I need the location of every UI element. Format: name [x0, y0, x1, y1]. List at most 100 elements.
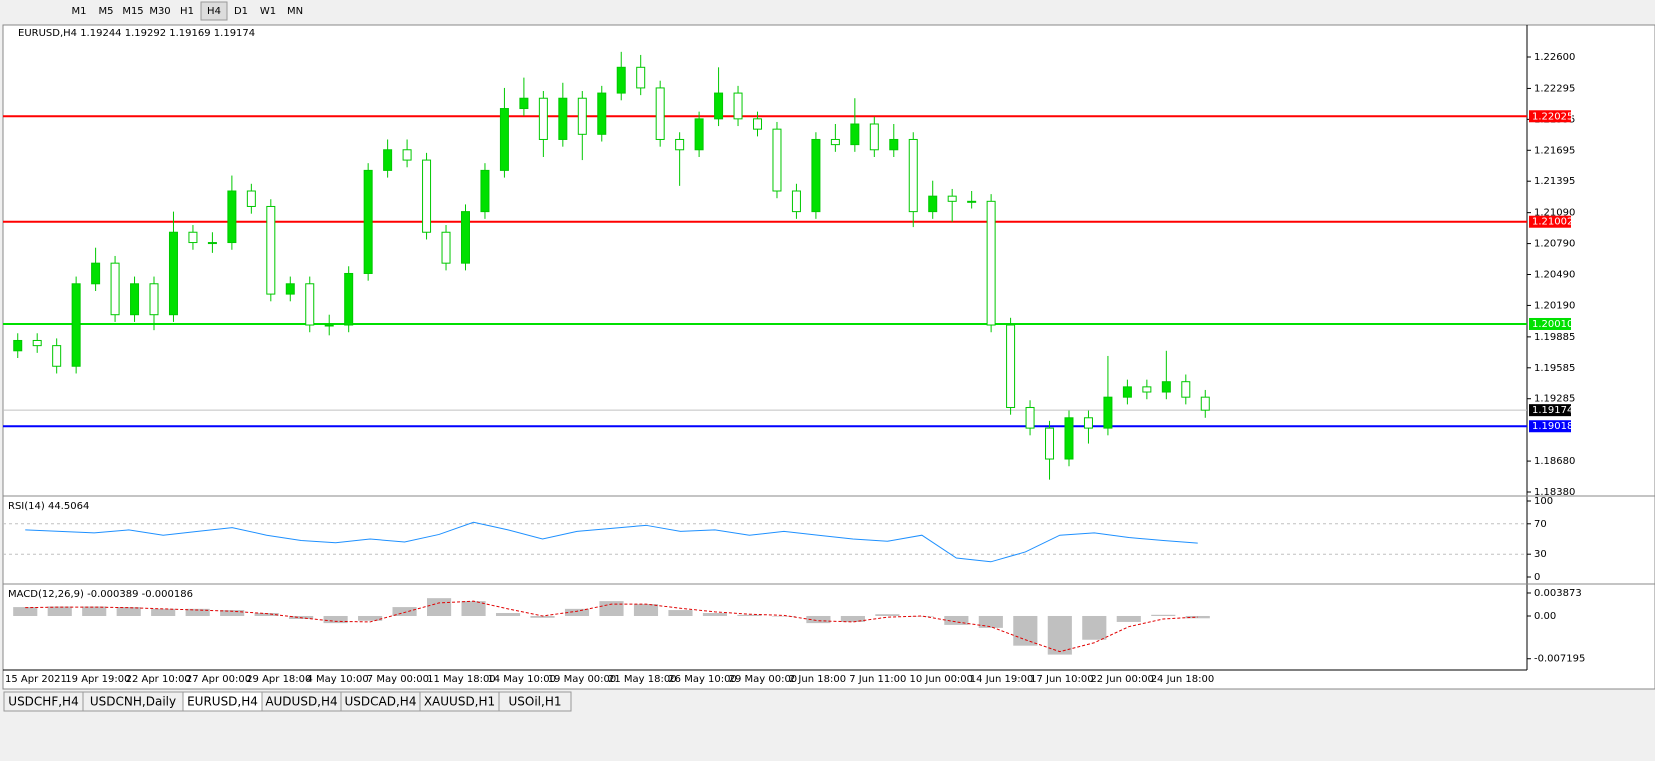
candle-body: [811, 138, 821, 213]
tab-label[interactable]: USDCAD,H4: [345, 695, 417, 709]
candle-body: [1083, 417, 1093, 429]
tab-label[interactable]: XAUUSD,H1: [424, 695, 495, 709]
candle-body: [285, 283, 295, 295]
tab-label[interactable]: EURUSD,H4: [187, 695, 258, 709]
price-label: 1.19885: [1534, 332, 1575, 343]
candle-body: [168, 231, 178, 316]
time-label: 11 May 18:00: [427, 674, 496, 685]
timeframe-button[interactable]: W1: [260, 6, 276, 17]
level-label: 1.22025: [1532, 111, 1573, 122]
macd-bar: [1047, 615, 1072, 655]
candle-body: [694, 118, 704, 151]
macd-bar: [1082, 615, 1107, 640]
rsi-line: [25, 521, 1198, 563]
timeframe-button[interactable]: H4: [207, 6, 221, 17]
timeframe-button[interactable]: M15: [122, 6, 143, 17]
macd-bar: [1116, 615, 1141, 622]
macd-bar: [151, 608, 176, 616]
tab-label[interactable]: USDCNH,Daily: [90, 695, 176, 709]
candle-body: [753, 118, 763, 130]
time-label: 24 Jun 18:00: [1151, 674, 1215, 685]
time-label: 15 Apr 2021: [5, 674, 67, 685]
macd-tick-label: 0.00: [1534, 611, 1556, 622]
rsi-tick-label: 0: [1534, 572, 1540, 583]
macd-bar: [1013, 615, 1038, 646]
macd-bar: [840, 615, 865, 622]
candle-body: [149, 283, 159, 316]
price-label: 1.18380: [1534, 487, 1575, 498]
tab-label[interactable]: AUDUSD,H4: [265, 695, 337, 709]
candle-body: [383, 149, 393, 171]
tab-label[interactable]: USDCHF,H4: [8, 695, 78, 709]
candle-body: [986, 200, 996, 326]
candle-body: [733, 92, 743, 120]
tab[interactable]: [498, 691, 572, 712]
price-label: 1.21090: [1534, 208, 1575, 219]
macd-bar: [530, 615, 555, 618]
tab-label[interactable]: USOil,H1: [509, 695, 562, 709]
time-label: 27 Apr 00:00: [186, 674, 251, 685]
candle-body: [422, 159, 432, 233]
candle-body: [1122, 386, 1132, 398]
macd-bar: [185, 608, 210, 616]
time-label: 26 May 10:00: [668, 674, 737, 685]
candle-body: [91, 262, 101, 285]
macd-bar: [461, 601, 486, 616]
candle-body: [32, 339, 42, 347]
time-label: 14 May 10:00: [487, 674, 556, 685]
candle-body: [499, 108, 509, 171]
price-label: 1.19285: [1534, 394, 1575, 405]
price-label: 1.22295: [1534, 83, 1575, 94]
timeframe-button[interactable]: M30: [149, 6, 170, 17]
macd-bar: [358, 615, 383, 621]
chart-header: EURUSD,H4 1.19244 1.19292 1.19169 1.1917…: [18, 28, 255, 39]
time-label: 22 Jun 00:00: [1090, 674, 1154, 685]
candle-body: [246, 190, 256, 207]
timeframe-button[interactable]: MN: [287, 6, 303, 17]
macd-bar: [806, 615, 831, 624]
level-tag: [1529, 420, 1571, 433]
macd-bar: [564, 608, 590, 616]
rsi-tick-label: 70: [1534, 519, 1547, 530]
candle-body: [869, 123, 879, 151]
candle-body: [519, 97, 529, 110]
time-label: 19 May 00:00: [548, 674, 617, 685]
timeframe-button[interactable]: D1: [234, 6, 248, 17]
macd-bar: [978, 615, 1003, 628]
candle-body: [52, 345, 62, 367]
timeframe-button[interactable]: H1: [180, 6, 194, 17]
candle-body: [480, 169, 490, 213]
candle-body: [850, 123, 860, 146]
candle-body: [947, 195, 957, 202]
macd-bar: [82, 606, 107, 616]
level-label: 1.19018: [1532, 421, 1573, 432]
level-tag: [1529, 317, 1571, 330]
time-label: 17 Jun 10:00: [1030, 674, 1094, 685]
price-label: 1.20790: [1534, 239, 1575, 250]
candle-body: [1103, 396, 1113, 429]
macd-bar: [392, 607, 417, 616]
current-price-label: 1.19174: [1532, 405, 1573, 416]
timeframe-button[interactable]: M5: [99, 6, 114, 17]
macd-bar: [116, 607, 141, 616]
macd-bar: [13, 607, 38, 616]
macd-bar: [220, 610, 245, 616]
candle-body: [324, 324, 334, 327]
candle-body: [675, 138, 685, 151]
candle-body: [889, 138, 899, 151]
level-label: 1.20010: [1532, 319, 1573, 330]
candle-body: [130, 283, 140, 316]
macd-bar: [323, 615, 348, 624]
macd-bar: [737, 614, 762, 616]
timeframe-button[interactable]: M1: [72, 6, 87, 17]
candle-body: [71, 283, 81, 367]
candle-body: [1200, 396, 1210, 411]
candle-body: [266, 205, 276, 295]
price-label: 1.21395: [1534, 176, 1575, 187]
current-price-tag: [1529, 404, 1571, 417]
macd-bar: [1151, 614, 1176, 616]
candle-body: [616, 66, 626, 94]
price-label: 1.19585: [1534, 363, 1575, 374]
macd-bar: [875, 614, 900, 616]
